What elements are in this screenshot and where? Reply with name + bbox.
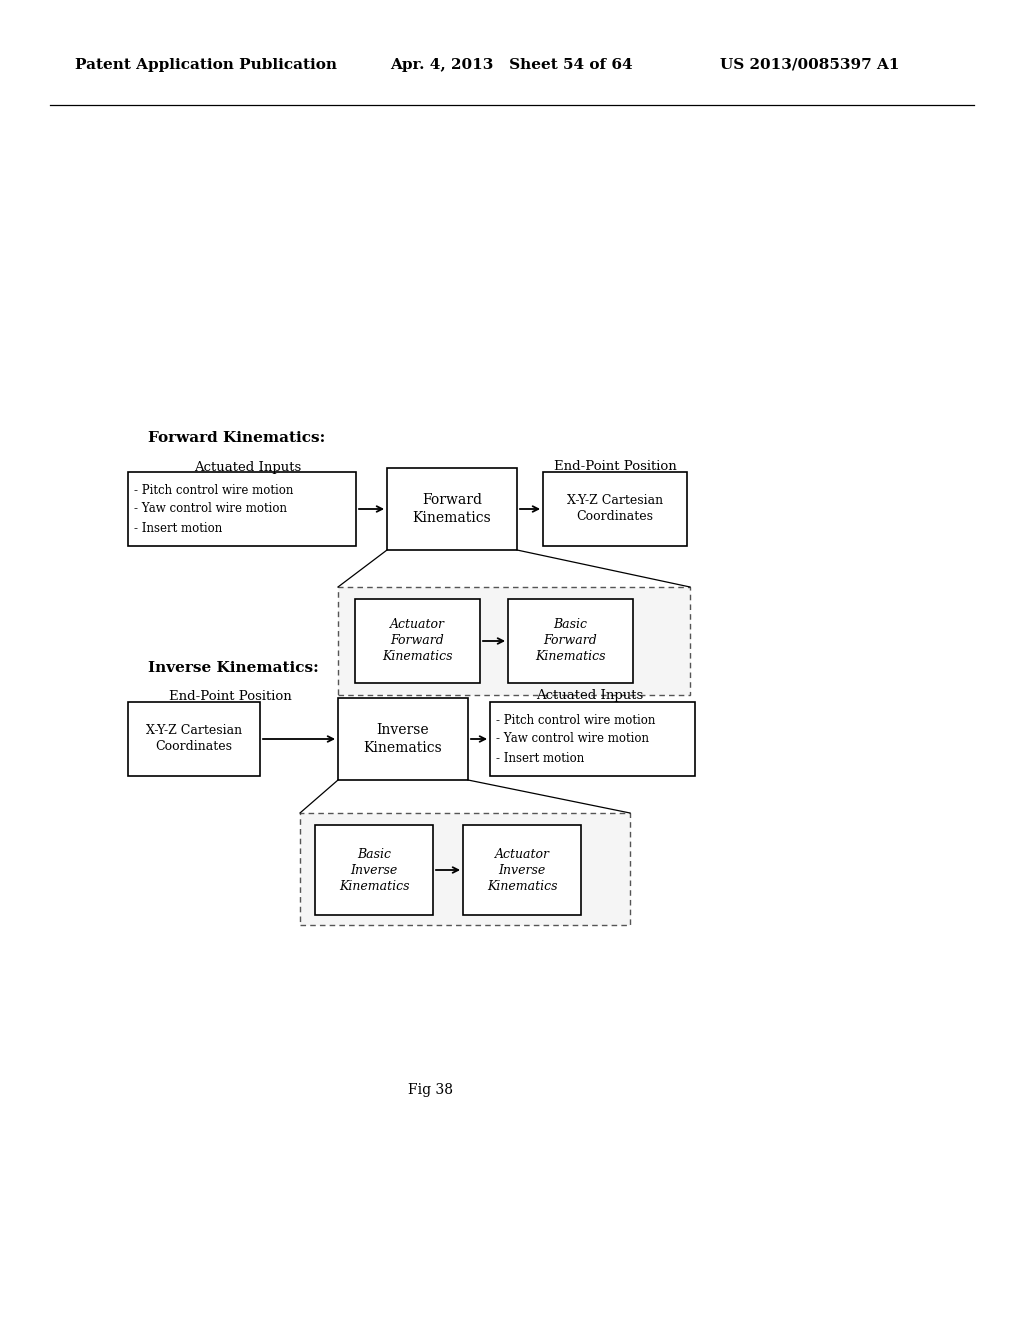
Text: - Yaw control wire motion: - Yaw control wire motion [496, 733, 649, 746]
Text: Actuator
Forward
Kinematics: Actuator Forward Kinematics [382, 619, 453, 664]
Text: Basic
Inverse
Kinematics: Basic Inverse Kinematics [339, 847, 410, 892]
Text: - Yaw control wire motion: - Yaw control wire motion [134, 503, 287, 516]
Text: End-Point Position: End-Point Position [169, 689, 292, 702]
Bar [315, 825, 433, 915]
Text: Actuated Inputs: Actuated Inputs [537, 689, 644, 702]
Text: - Insert motion: - Insert motion [134, 521, 222, 535]
Text: US 2013/0085397 A1: US 2013/0085397 A1 [720, 58, 899, 73]
Text: Inverse
Kinematics: Inverse Kinematics [364, 723, 442, 755]
Bar [490, 702, 695, 776]
Bar [338, 698, 468, 780]
Bar [543, 473, 687, 546]
Bar [128, 473, 356, 546]
Bar [508, 599, 633, 682]
Bar [338, 587, 690, 696]
Text: Basic
Forward
Kinematics: Basic Forward Kinematics [536, 619, 606, 664]
Text: Forward
Kinematics: Forward Kinematics [413, 494, 492, 524]
Bar [355, 599, 480, 682]
Text: - Pitch control wire motion: - Pitch control wire motion [496, 714, 655, 726]
Bar [463, 825, 581, 915]
Text: X-Y-Z Cartesian
Coordinates: X-Y-Z Cartesian Coordinates [146, 725, 242, 754]
Text: Inverse Kinematics:: Inverse Kinematics: [148, 661, 318, 675]
Text: Patent Application Publication: Patent Application Publication [75, 58, 337, 73]
Text: End-Point Position: End-Point Position [554, 461, 677, 474]
Text: Apr. 4, 2013   Sheet 54 of 64: Apr. 4, 2013 Sheet 54 of 64 [390, 58, 633, 73]
Bar [387, 469, 517, 550]
Text: Actuated Inputs: Actuated Inputs [195, 461, 302, 474]
Text: Fig 38: Fig 38 [408, 1082, 453, 1097]
Text: X-Y-Z Cartesian
Coordinates: X-Y-Z Cartesian Coordinates [567, 495, 664, 524]
Text: Actuator
Inverse
Kinematics: Actuator Inverse Kinematics [486, 847, 557, 892]
Bar [300, 813, 630, 925]
Text: - Pitch control wire motion: - Pitch control wire motion [134, 483, 293, 496]
Bar [128, 702, 260, 776]
Text: - Insert motion: - Insert motion [496, 751, 585, 764]
Text: Forward Kinematics:: Forward Kinematics: [148, 432, 326, 445]
